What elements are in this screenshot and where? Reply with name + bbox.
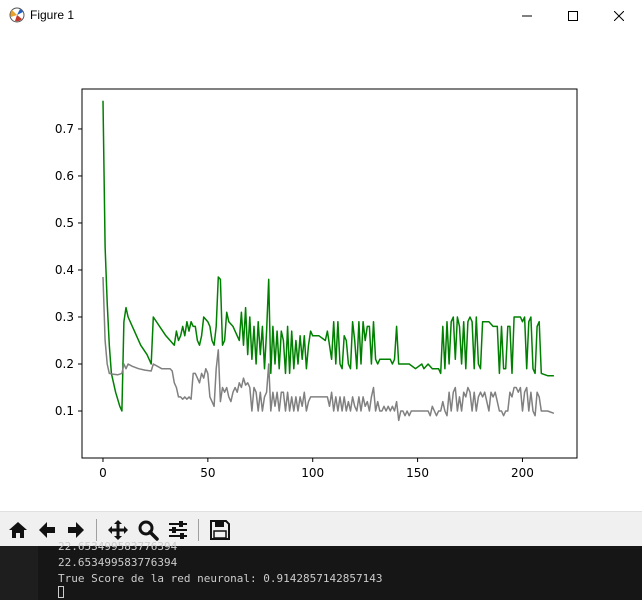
maximize-icon bbox=[568, 10, 578, 21]
console-line: 22.653499583776394 bbox=[58, 556, 178, 569]
forward-button[interactable] bbox=[63, 517, 89, 543]
terminal-body bbox=[38, 546, 642, 600]
magnifier-icon bbox=[138, 520, 159, 541]
configure-subplots-button[interactable] bbox=[165, 517, 191, 543]
y-tick-label: 0.2 bbox=[55, 357, 74, 371]
save-button[interactable] bbox=[207, 517, 233, 543]
sliders-icon bbox=[169, 521, 187, 539]
matplotlib-icon bbox=[9, 7, 25, 23]
axes-frame bbox=[81, 88, 578, 459]
arrow-right-icon bbox=[68, 522, 84, 538]
zoom-button[interactable] bbox=[135, 517, 161, 543]
figure-canvas[interactable]: 0.1 0.2 0.3 0.4 0.5 0.6 0.7 0 50 100 150 200 bbox=[0, 31, 642, 511]
line-chart: 0.1 0.2 0.3 0.4 0.5 0.6 0.7 0 50 100 150 200 bbox=[55, 88, 578, 480]
home-button[interactable] bbox=[5, 517, 31, 543]
floppy-disk-icon bbox=[210, 520, 230, 540]
pan-button[interactable] bbox=[105, 517, 131, 543]
x-tick-label: 0 bbox=[99, 466, 107, 480]
terminal-gutter bbox=[0, 546, 38, 600]
y-tick-label: 0.4 bbox=[55, 263, 74, 277]
toolbar-separator bbox=[198, 519, 199, 541]
terminal-cursor bbox=[58, 586, 64, 598]
console-line: 22.653499583776394 bbox=[58, 540, 178, 553]
y-tick-label: 0.5 bbox=[55, 216, 74, 230]
navigation-toolbar bbox=[0, 511, 642, 547]
move-icon bbox=[108, 520, 128, 540]
series-line-0 bbox=[102, 100, 554, 412]
x-tick-label: 50 bbox=[200, 466, 215, 480]
minimize-icon bbox=[522, 15, 532, 16]
window-titlebar: Figure 1 bbox=[0, 0, 642, 31]
x-tick-label: 200 bbox=[511, 466, 534, 480]
minimize-button[interactable] bbox=[504, 0, 550, 31]
arrow-left-icon bbox=[39, 522, 55, 538]
close-icon bbox=[614, 10, 624, 21]
maximize-button[interactable] bbox=[550, 0, 596, 31]
toolbar-separator bbox=[96, 519, 97, 541]
y-tick-label: 0.7 bbox=[55, 122, 74, 136]
y-tick-label: 0.6 bbox=[55, 169, 74, 183]
y-tick-label: 0.1 bbox=[55, 404, 74, 418]
window-title: Figure 1 bbox=[30, 8, 75, 22]
series-line-1 bbox=[102, 276, 555, 422]
home-icon bbox=[9, 522, 27, 538]
terminal-output bbox=[0, 546, 642, 600]
console-line: True Score de la red neuronal: 0.9142857… bbox=[58, 572, 383, 585]
back-button[interactable] bbox=[34, 517, 60, 543]
close-button[interactable] bbox=[596, 0, 642, 31]
y-tick-label: 0.3 bbox=[55, 310, 74, 324]
x-tick-label: 100 bbox=[301, 466, 324, 480]
x-tick-label: 150 bbox=[406, 466, 429, 480]
